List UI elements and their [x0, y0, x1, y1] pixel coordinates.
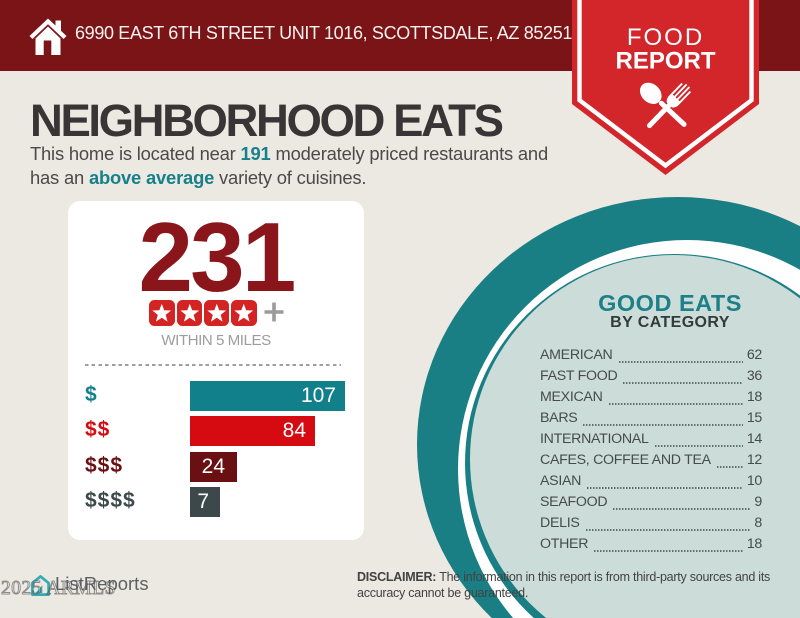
svg-text:REPORT: REPORT [615, 48, 715, 75]
svg-text:FOOD: FOOD [627, 24, 704, 51]
